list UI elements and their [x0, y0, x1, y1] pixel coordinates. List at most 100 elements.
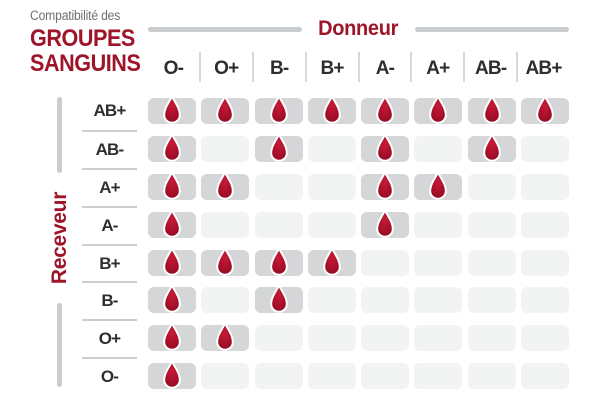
grid-cell [201, 93, 250, 131]
compatible-cell [467, 133, 516, 163]
incompatible-cell [521, 362, 570, 389]
blood-drop-icon [269, 95, 288, 125]
grid-cell [521, 93, 570, 131]
grid-cell [254, 206, 303, 244]
grid-cell [361, 281, 410, 319]
grid-cell [307, 93, 356, 131]
blood-drop-icon [482, 95, 501, 125]
donor-column-header: O- [163, 58, 184, 79]
compatible-cell [148, 322, 196, 352]
incompatible-cell [414, 211, 463, 238]
grid-cell [201, 281, 250, 319]
incompatible-cell [414, 325, 463, 352]
compatible-cell [467, 95, 516, 125]
incompatible-cell [201, 211, 250, 238]
compatible-cell [148, 359, 196, 389]
compatible-cell [521, 95, 570, 125]
incompatible-cell [361, 362, 410, 389]
blood-drop-icon [216, 246, 235, 276]
blood-drop-icon [323, 246, 341, 276]
grid-cell [467, 357, 516, 395]
blood-drop-icon [429, 95, 448, 125]
incompatible-cell [307, 211, 356, 238]
compatible-cell [201, 322, 250, 352]
grid-cell [307, 319, 356, 357]
incompatible-cell [307, 173, 356, 200]
blood-drop-icon [269, 284, 288, 314]
incompatible-cell [254, 362, 303, 389]
compatible-cell [201, 246, 250, 276]
grid-cell [201, 319, 250, 357]
grid-cell [307, 357, 356, 395]
grid-cell [414, 130, 463, 168]
blood-drop-icon [269, 133, 288, 162]
incompatible-cell [201, 362, 250, 389]
blood-drop-icon [163, 246, 181, 276]
donor-column-header: AB- [463, 52, 516, 82]
compatible-cell [414, 95, 463, 125]
incompatible-cell [307, 287, 356, 314]
compatible-cell [254, 133, 303, 163]
chart-title-line1: GROUPES [30, 25, 135, 52]
grid-cell [521, 357, 570, 395]
grid-cell [414, 206, 463, 244]
blood-drop-icon [323, 95, 341, 125]
blood-drop-icon [216, 322, 235, 351]
compatible-cell [148, 170, 196, 200]
grid-cell [414, 357, 463, 395]
receiver-row-label: AB- [82, 130, 137, 168]
grid-cell [521, 281, 570, 319]
incompatible-cell [307, 362, 356, 389]
blood-drop-icon [269, 246, 288, 276]
blood-drop-icon [376, 170, 394, 200]
incompatible-cell [414, 287, 463, 314]
receiver-rule-top [57, 97, 62, 173]
grid-cell [414, 93, 463, 131]
receiver-row-label: A+ [82, 168, 137, 206]
incompatible-cell [307, 136, 356, 163]
compatible-cell [361, 208, 410, 238]
compatible-cell [148, 284, 196, 314]
grid-cell [361, 168, 410, 206]
grid-cell [307, 168, 356, 206]
incompatible-cell [521, 325, 570, 352]
grid-cell [148, 93, 196, 131]
donor-column-header: A+ [410, 52, 463, 82]
grid-cell [201, 168, 250, 206]
blood-drop-icon [376, 208, 394, 238]
donor-column-header: B+ [304, 52, 358, 82]
donor-column-header: AB+ [516, 52, 569, 82]
incompatible-cell [254, 173, 303, 200]
incompatible-cell [467, 211, 516, 238]
grid-cell [201, 244, 250, 282]
incompatible-cell [521, 287, 570, 314]
incompatible-cell [467, 173, 516, 200]
donor-axis-label: Donneur [318, 17, 399, 40]
compatible-cell [307, 95, 356, 125]
receiver-row-label: O- [82, 357, 137, 395]
incompatible-cell [254, 325, 303, 352]
donor-axis-header: Donneur [148, 16, 570, 42]
grid-cell [307, 244, 356, 282]
incompatible-cell [414, 249, 463, 276]
grid-cell [201, 357, 250, 395]
compatible-cell [201, 95, 250, 125]
blood-drop-icon [429, 170, 448, 200]
blood-drop-icon [163, 284, 181, 314]
incompatible-cell [467, 287, 516, 314]
grid-cell [254, 357, 303, 395]
blood-drop-icon [536, 95, 554, 125]
grid-cell [467, 281, 516, 319]
grid-cell [254, 281, 303, 319]
donor-column-header: A- [357, 52, 411, 82]
blood-drop-icon [163, 133, 181, 162]
grid-cell [361, 206, 410, 244]
grid-cell [361, 130, 410, 168]
compatible-cell [307, 246, 356, 276]
grid-cell [307, 206, 356, 244]
receiver-row-label: B+ [82, 243, 137, 282]
grid-cell [254, 130, 303, 168]
grid-cell [361, 93, 410, 131]
incompatible-cell [521, 136, 570, 163]
grid-cell [467, 130, 516, 168]
